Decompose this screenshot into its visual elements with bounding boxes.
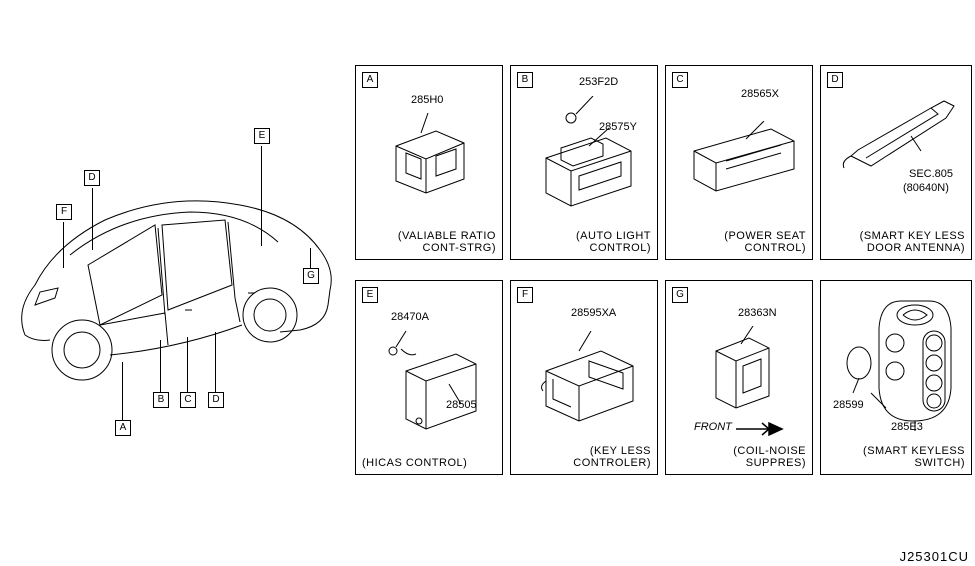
car-marker-G: G — [303, 268, 319, 284]
part-number: 28595XA — [571, 307, 616, 319]
panel-tag: A — [362, 72, 378, 88]
panel-tag: E — [362, 287, 378, 303]
part-number: 28470A — [391, 311, 429, 323]
part-icon — [531, 331, 646, 431]
part-number: 28363N — [738, 307, 777, 319]
panel-caption: (SMART KEYLESSSWITCH) — [821, 445, 971, 470]
diagram-code: J25301CU — [900, 549, 969, 564]
part-number: 285H0 — [411, 94, 443, 106]
part-number: 28565X — [741, 88, 779, 100]
car-marker-D-upper: D — [84, 170, 100, 186]
leader — [215, 332, 216, 392]
panel-caption: (KEY LESSCONTROLER) — [511, 445, 657, 470]
panel-tag: B — [517, 72, 533, 88]
car-marker-B: B — [153, 392, 169, 408]
leader — [160, 340, 161, 392]
car-marker-F: F — [56, 204, 72, 220]
car-line-art — [10, 110, 345, 440]
panel-caption: (COIL-NOISESUPPRES) — [666, 445, 812, 470]
leader — [122, 362, 123, 420]
car-marker-E: E — [254, 128, 270, 144]
part-icon — [381, 329, 486, 439]
panel-power-seat: C 28565X (POWER SEATCONTROL) — [665, 65, 813, 260]
leader — [92, 188, 93, 250]
panel-caption: (HICAS CONTROL) — [356, 457, 502, 470]
car-marker-D-lower: D — [208, 392, 224, 408]
panel-tag: D — [827, 72, 843, 88]
part-number: 253F2D — [579, 76, 618, 88]
panel-variable-ratio: A 285H0 (VALIABLE RATIOCONT-STRG) — [355, 65, 503, 260]
panel-tag: F — [517, 287, 533, 303]
panel-door-antenna: D SEC.805 (80640N) (SMART KEY LESSDOOR A… — [820, 65, 972, 260]
car-marker-A: A — [115, 420, 131, 436]
part-icon — [686, 121, 801, 201]
key-fob-icon — [831, 293, 966, 438]
part-icon — [386, 111, 481, 211]
leader — [63, 222, 64, 268]
part-icon — [836, 96, 961, 196]
panel-caption: (AUTO LIGHTCONTROL) — [511, 230, 657, 255]
diagram-canvas: A B C D D E F G A 285H0 (VALIABLE RATIOC… — [0, 0, 975, 566]
leader — [187, 337, 188, 392]
part-icon — [531, 96, 646, 216]
front-label: FRONT — [694, 421, 732, 433]
arrow-icon — [734, 419, 784, 439]
panel-coil-noise: G 28363N FRONT (COIL-NOISESUPPRES) — [665, 280, 813, 475]
panel-caption: (VALIABLE RATIOCONT-STRG) — [356, 230, 502, 255]
car-illustration — [10, 110, 345, 440]
panel-caption: (SMART KEY LESSDOOR ANTENNA) — [821, 230, 971, 255]
panel-caption: (POWER SEATCONTROL) — [666, 230, 812, 255]
panel-keyless-controller: F 28595XA (KEY LESSCONTROLER) — [510, 280, 658, 475]
panel-tag: G — [672, 287, 688, 303]
leader — [261, 146, 262, 246]
part-icon — [701, 326, 786, 421]
leader — [310, 248, 311, 268]
panel-auto-light: B 253F2D 28575Y (AUTO LIGHTCONTROL) — [510, 65, 658, 260]
panel-hicas: E 28470A 28505 (HICAS CONTROL) — [355, 280, 503, 475]
car-marker-C: C — [180, 392, 196, 408]
panel-tag: C — [672, 72, 688, 88]
panel-smart-keyless-switch: 28599 285E3 — [820, 280, 972, 475]
